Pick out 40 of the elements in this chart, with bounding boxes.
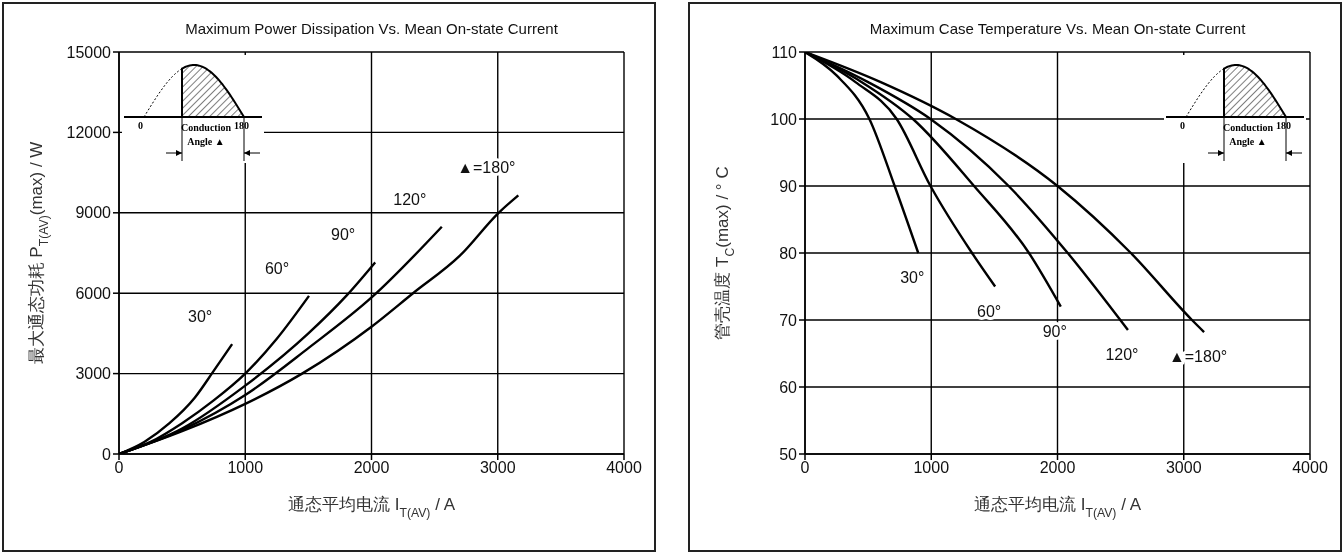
- series-label: 30°: [188, 308, 213, 326]
- y-tick-label: 110: [771, 43, 798, 61]
- y-tick-label: 3000: [75, 365, 112, 383]
- y-tick-label: 70: [779, 311, 798, 329]
- x-axis-title: 通态平均电流 I$_{T(AV)}$ / A: [973, 495, 1142, 520]
- chart-title: Maximum Case Temperature Vs. Mean On-state Current: [868, 20, 1247, 37]
- x-tick-label: 2000: [353, 459, 390, 477]
- series-label: 90°: [331, 226, 356, 244]
- annotation: 180: [234, 120, 249, 131]
- x-tick-label: 3000: [479, 459, 516, 477]
- annotation: 0: [138, 120, 143, 131]
- x-tick-label: 2000: [1039, 459, 1076, 477]
- annotation: 0: [1180, 120, 1185, 131]
- series-label: 30°: [900, 269, 925, 286]
- chart-title: Maximum Power Dissipation Vs. Mean On-state Current: [184, 20, 559, 37]
- x-tick-label: 0: [800, 459, 810, 477]
- y-tick-label: 6000: [75, 284, 112, 302]
- x-tick-label: 0: [114, 459, 124, 477]
- x-tick-label: 4000: [606, 459, 642, 477]
- y-tick-label: 50: [779, 445, 798, 463]
- y-tick-label: 15000: [66, 43, 112, 61]
- y-tick-label: 80: [779, 244, 798, 262]
- x-tick-label: 4000: [1292, 459, 1328, 477]
- series-label: 120°: [1105, 346, 1139, 364]
- y-tick-label: 0: [102, 445, 112, 463]
- x-tick-label: 1000: [227, 459, 264, 477]
- series-label: 60°: [977, 302, 1002, 320]
- x-axis-title: 通态平均电流 I$_{T(AV)}$ / A: [287, 495, 456, 520]
- y-tick-label: 60: [779, 378, 798, 396]
- annotation: 180: [1276, 120, 1291, 131]
- x-tick-label: 1000: [913, 459, 950, 477]
- annotation: Conduction Angle ▲: [1222, 122, 1273, 147]
- y-tick-label: 12000: [66, 124, 112, 142]
- x-tick-label: 3000: [1165, 459, 1202, 477]
- annotation: Conduction Angle ▲: [180, 122, 231, 147]
- y-tick-label: 9000: [75, 204, 112, 222]
- series-label: 120°: [393, 190, 427, 208]
- y-tick-label: 100: [770, 110, 798, 128]
- series-label: 60°: [264, 259, 290, 277]
- y-tick-label: 90: [779, 177, 798, 195]
